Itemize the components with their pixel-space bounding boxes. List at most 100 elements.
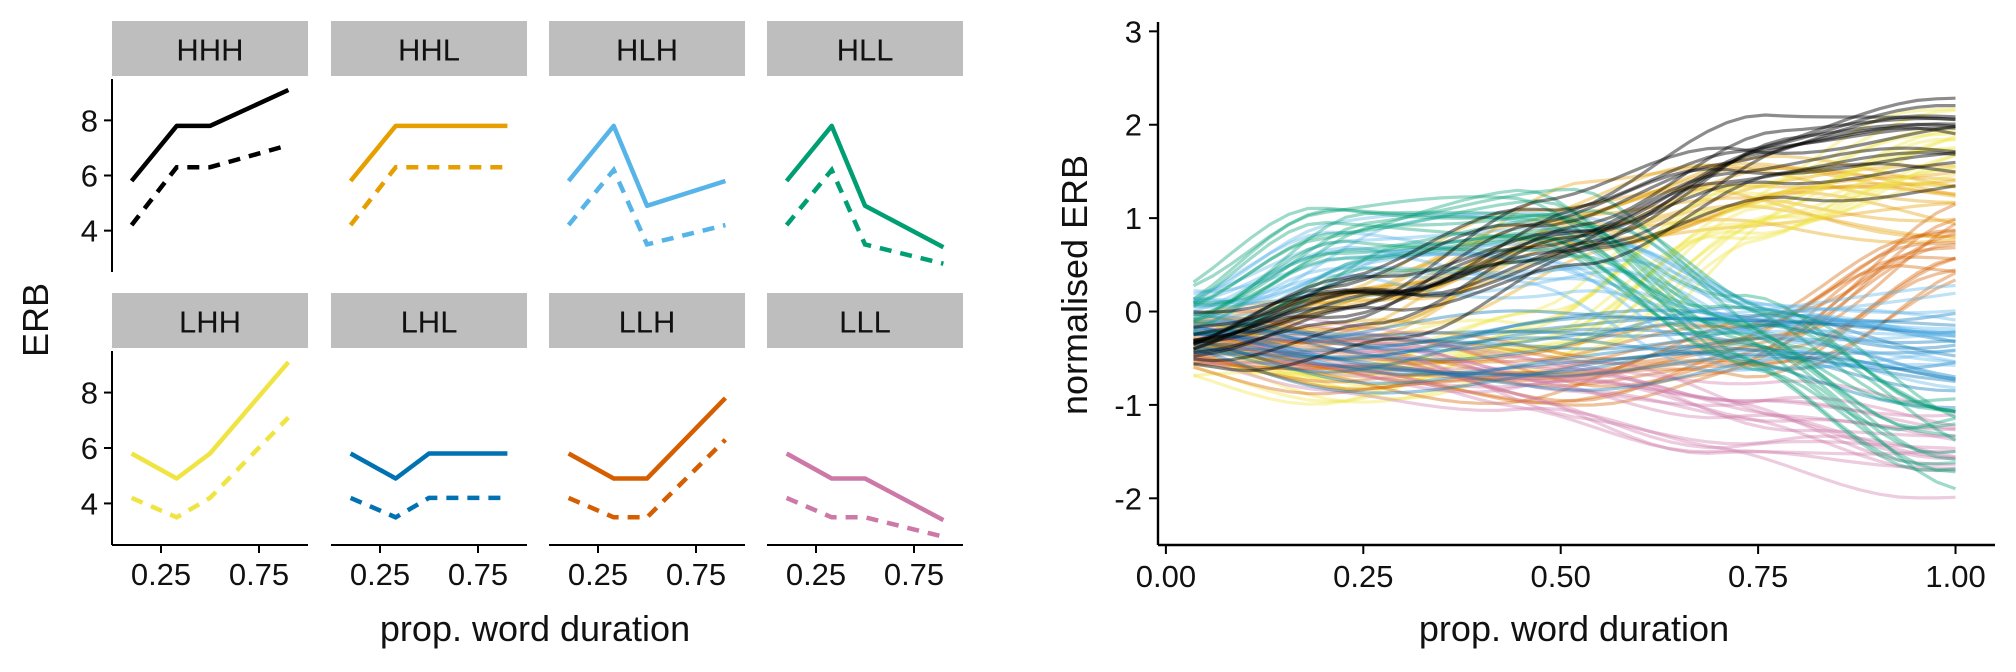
dashed-series-line (349, 495, 508, 520)
dashed-series-line (567, 438, 727, 520)
trajectory-line (1192, 233, 1956, 466)
trajectory-line (1193, 150, 1956, 358)
trajectory-line (1193, 129, 1956, 372)
facet-panel: LHL 0.25 0.75 (331, 293, 527, 592)
trajectory-line (1193, 251, 1956, 371)
x-tick-label: 0.50 (1531, 559, 1591, 594)
trajectory-line (1193, 134, 1957, 365)
solid-series-line (349, 451, 508, 481)
dashed-series-line (784, 165, 944, 266)
trajectory-line (1193, 347, 1956, 392)
facet-label: LHL (401, 305, 458, 340)
trajectory-line (1193, 154, 1956, 388)
trajectory-line (1193, 147, 1956, 381)
trajectory-line (1193, 263, 1956, 405)
trajectory-line (1193, 308, 1956, 361)
trajectory-line (1193, 226, 1956, 315)
series-group (1193, 202, 1957, 407)
trajectory-line (1193, 318, 1956, 428)
x-tick-label: 0.25 (568, 557, 628, 592)
y-tick-label: 3 (1125, 14, 1142, 49)
x-tick-label: 0.75 (229, 557, 289, 592)
trajectory-line (1193, 357, 1956, 471)
trajectory-line (1193, 321, 1956, 467)
trajectory-line (1193, 204, 1956, 348)
x-tick-label: 0.25 (350, 557, 410, 592)
trajectory-line (1193, 185, 1956, 345)
trajectory-line (1193, 309, 1956, 342)
x-tick-label: 0.75 (448, 557, 508, 592)
trajectory-line (1193, 316, 1956, 348)
trajectory-line (1193, 164, 1956, 345)
facet-strip (549, 293, 745, 348)
trajectory-line (1193, 217, 1956, 365)
trajectory-line (1193, 268, 1956, 390)
trajectory-line (1193, 160, 1956, 363)
trajectory-line (1193, 181, 1956, 353)
trajectory-line (1193, 184, 1956, 373)
facet-strip (112, 21, 308, 76)
trajectory-line (1193, 256, 1956, 384)
y-tick-label: 4 (81, 486, 98, 521)
series-group (1192, 187, 1957, 491)
facet-grid: HHH 4 6 8 HHL HLH HLL LHH 4 6 8 0.25 0.75 LHL 0.25 0.75… (81, 21, 963, 592)
series-group (1192, 154, 1956, 366)
trajectory-line (1193, 224, 1957, 442)
y-tick-label: -2 (1114, 481, 1142, 516)
trajectory-line (1192, 239, 1956, 462)
trajectory-line (1193, 348, 1956, 450)
solid-series-line (129, 87, 290, 183)
y-tick-label: 8 (81, 103, 98, 138)
right-y-label: normalised ERB (1054, 155, 1095, 415)
x-tick-label: 0.75 (666, 557, 726, 592)
y-tick-label: 4 (81, 214, 98, 249)
trajectory-line (1193, 335, 1956, 432)
trajectory-line (1193, 108, 1956, 361)
facet-label: HLL (837, 33, 894, 68)
trajectory-line (1193, 335, 1956, 442)
trajectory-line (1193, 336, 1956, 359)
trajectory-line (1193, 327, 1956, 461)
trajectory-line (1193, 131, 1956, 377)
solid-series-line (348, 123, 508, 183)
facet-label: LLL (839, 305, 891, 340)
trajectory-line (1193, 232, 1956, 342)
solid-series-line (566, 123, 727, 209)
facet-strip (767, 21, 963, 76)
trajectory-line (1192, 208, 1956, 413)
trajectory-line (1193, 354, 1956, 456)
trajectory-line (1193, 246, 1956, 388)
y-tick-label: 6 (81, 431, 98, 466)
trajectory-line (1193, 122, 1956, 337)
facet-strip (331, 293, 527, 348)
trajectory-line (1192, 162, 1956, 351)
x-tick-label: 0.25 (786, 557, 846, 592)
trajectory-line (1193, 162, 1956, 330)
trajectory-line (1193, 322, 1956, 351)
facet-label: HHL (398, 33, 460, 68)
trajectory-line (1193, 153, 1957, 392)
trajectory-line (1193, 218, 1957, 389)
trajectory-line (1193, 222, 1957, 366)
trajectory-line (1193, 322, 1956, 431)
x-tick-label: 0.25 (1333, 559, 1393, 594)
solid-series-line (785, 451, 945, 523)
trajectory-line (1193, 126, 1956, 343)
trajectory-line (1193, 347, 1956, 383)
x-tick-label: 1.00 (1925, 559, 1985, 594)
series-group (1192, 107, 1957, 406)
trajectory-line (1192, 206, 1956, 414)
trajectory-line (1192, 201, 1956, 366)
trajectory-line (1193, 126, 1956, 343)
trajectory-line (1192, 199, 1956, 430)
trajectory-line (1193, 316, 1956, 353)
trajectory-line (1193, 125, 1956, 378)
trajectory-line (1193, 278, 1957, 407)
trajectory-line (1192, 188, 1956, 432)
solid-series-line (784, 123, 945, 250)
solid-series-line (567, 396, 728, 481)
left-x-label: prop. word duration (380, 608, 690, 649)
trajectory-line (1193, 340, 1956, 393)
trajectory-line (1193, 341, 1956, 381)
